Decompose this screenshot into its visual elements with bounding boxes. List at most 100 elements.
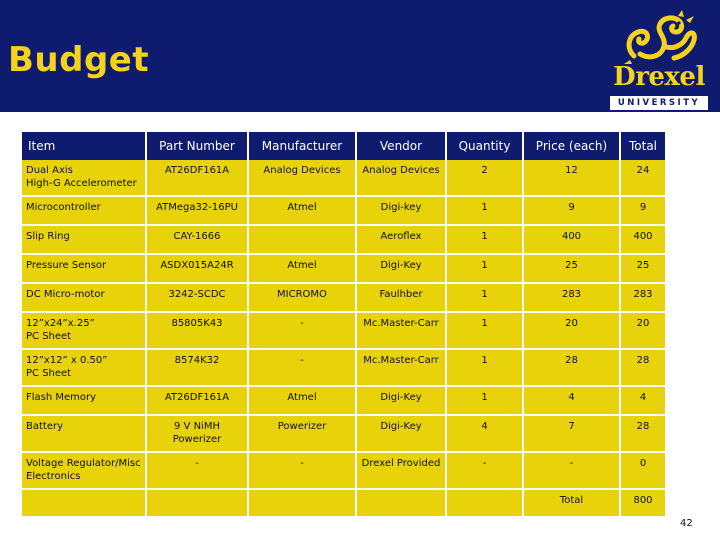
cell-item: DC Micro-motor: [22, 284, 145, 313]
cell-item-line: DC Micro-motor: [26, 289, 105, 300]
cell-part-number-line: AT26DF161A: [164, 392, 230, 403]
cell-vendor: Digi-key: [357, 197, 445, 226]
table-row: Microcontroller ATMega32-16PU Atmel Digi-ke…: [22, 197, 665, 226]
header-vendor: Vendor: [357, 132, 445, 160]
cell-vendor: Mc.Master-Carr: [357, 350, 445, 387]
cell-part-number: -: [147, 453, 247, 490]
cell-manufacturer: [249, 226, 355, 255]
cell-quantity: 2: [447, 160, 522, 197]
table-body: Dual Axis High-G Accelerometer AT26DF161A A…: [22, 160, 665, 518]
cell-vendor: Digi-Key: [357, 387, 445, 416]
cell-manufacturer: -: [249, 453, 355, 490]
cell-manufacturer: -: [249, 313, 355, 350]
cell-manufacturer: Atmel: [249, 255, 355, 284]
cell-manufacturer: Analog Devices: [249, 160, 355, 197]
cell-manufacturer: MICROMO: [249, 284, 355, 313]
cell-vendor: Digi-Key: [357, 416, 445, 453]
table-row: Slip Ring CAY-1666 Aeroflex 1 400 400: [22, 226, 665, 255]
cell-item-line: 12”x12” x 0.50”: [26, 355, 108, 366]
cell-part-number: ATMega32-16PU: [147, 197, 247, 226]
drexel-logo: Drexel UNIVERSITY: [610, 8, 708, 110]
cell-vendor-line: Drexel Provided: [361, 458, 441, 469]
cell-part-number-line: Powerizer: [172, 434, 222, 445]
cell-total: 28: [621, 350, 665, 387]
cell-manufacturer-line: Atmel: [287, 392, 317, 403]
cell-part-number: 3242-SCDC: [147, 284, 247, 313]
cell-vendor-line: Digi-Key: [380, 260, 422, 271]
cell-item-line: Battery: [26, 421, 64, 432]
cell-vendor: Faulhber: [357, 284, 445, 313]
cell-manufacturer: Powerizer: [249, 416, 355, 453]
cell-part-number-line: ASDX015A24R: [160, 260, 234, 271]
page-number: 42: [680, 518, 693, 529]
cell-manufacturer: Atmel: [249, 197, 355, 226]
cell-part-number: 8574K32: [147, 350, 247, 387]
cell-total: 0: [621, 453, 665, 490]
cell-item: 12”x24”x.25” PC Sheet: [22, 313, 145, 350]
title-banner: Budget Drexel UNIVERSITY: [0, 0, 720, 112]
cell-item-line: Voltage Regulator/Misc: [26, 458, 141, 469]
total-row-empty: [147, 490, 247, 518]
cell-total: 28: [621, 416, 665, 453]
cell-quantity: 1: [447, 197, 522, 226]
cell-vendor: Aeroflex: [357, 226, 445, 255]
cell-quantity: 1: [447, 284, 522, 313]
cell-item-line: Electronics: [26, 471, 81, 482]
cell-manufacturer-line: -: [300, 355, 304, 366]
cell-total: 25: [621, 255, 665, 284]
cell-quantity: 4: [447, 416, 522, 453]
cell-part-number: ASDX015A24R: [147, 255, 247, 284]
budget-table: Item Part Number Manufacturer Vendor Qua…: [20, 132, 667, 518]
table-row: Flash Memory AT26DF161A Atmel Digi-Key 1 4 4: [22, 387, 665, 416]
table-row: Dual Axis High-G Accelerometer AT26DF161A A…: [22, 160, 665, 197]
cell-quantity: 1: [447, 255, 522, 284]
table-row: DC Micro-motor 3242-SCDC MICROMO Faulhber 1 2…: [22, 284, 665, 313]
cell-vendor-line: Digi-Key: [380, 392, 422, 403]
cell-quantity: 1: [447, 350, 522, 387]
cell-manufacturer: -: [249, 350, 355, 387]
table-row: Pressure Sensor ASDX015A24R Atmel Digi-Key 1…: [22, 255, 665, 284]
cell-item: Slip Ring: [22, 226, 145, 255]
cell-item: Microcontroller: [22, 197, 145, 226]
cell-total: 283: [621, 284, 665, 313]
cell-price: 283: [524, 284, 619, 313]
cell-part-number-line: 85805K43: [171, 318, 223, 329]
cell-price: -: [524, 453, 619, 490]
cell-part-number-line: CAY-1666: [173, 231, 221, 242]
cell-item: 12”x12” x 0.50” PC Sheet: [22, 350, 145, 387]
cell-vendor: Digi-Key: [357, 255, 445, 284]
table-header-row: Item Part Number Manufacturer Vendor Qua…: [22, 132, 665, 160]
cell-total: 4: [621, 387, 665, 416]
cell-quantity: 1: [447, 387, 522, 416]
cell-part-number: 85805K43: [147, 313, 247, 350]
cell-part-number: AT26DF161A: [147, 160, 247, 197]
cell-item-line: PC Sheet: [26, 331, 72, 342]
cell-manufacturer-line: MICROMO: [277, 289, 327, 300]
cell-manufacturer-line: -: [300, 458, 304, 469]
cell-item-line: Slip Ring: [26, 231, 70, 242]
cell-manufacturer-line: Atmel: [287, 202, 317, 213]
cell-price: 20: [524, 313, 619, 350]
cell-item-line: Microcontroller: [26, 202, 101, 213]
cell-price: 400: [524, 226, 619, 255]
cell-part-number-line: 9 V NiMH: [174, 421, 220, 432]
cell-item: Battery: [22, 416, 145, 453]
cell-vendor-line: Analog Devices: [362, 165, 440, 176]
cell-quantity: 1: [447, 313, 522, 350]
total-row-empty: [447, 490, 522, 518]
cell-item-line: Pressure Sensor: [26, 260, 107, 271]
cell-total: 400: [621, 226, 665, 255]
cell-price: 4: [524, 387, 619, 416]
grand-total-value: 800: [621, 490, 665, 518]
cell-vendor-line: Faulhber: [379, 289, 423, 300]
cell-vendor-line: Digi-key: [380, 202, 422, 213]
cell-total: 20: [621, 313, 665, 350]
cell-vendor-line: Mc.Master-Carr: [363, 318, 439, 329]
cell-part-number-line: 8574K32: [174, 355, 220, 366]
cell-part-number: CAY-1666: [147, 226, 247, 255]
header-quantity: Quantity: [447, 132, 522, 160]
table-row: Voltage Regulator/Misc Electronics - - Drexe…: [22, 453, 665, 490]
cell-price: 9: [524, 197, 619, 226]
cell-item: Dual Axis High-G Accelerometer: [22, 160, 145, 197]
header-price: Price (each): [524, 132, 619, 160]
